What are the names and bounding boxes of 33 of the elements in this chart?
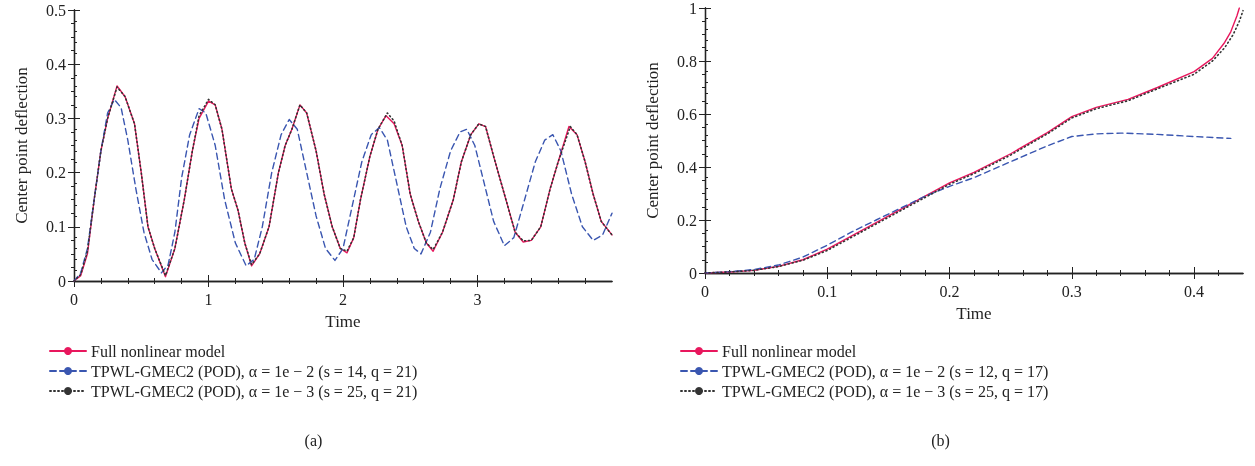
legend-label: Full nonlinear model <box>91 342 226 360</box>
y-tick-label: 0.3 <box>46 109 66 127</box>
y-tick-label: 0.5 <box>46 1 66 19</box>
y-axis-title: Center point deflection <box>12 66 31 224</box>
y-tick-label: 0.4 <box>677 158 697 176</box>
y-tick-label: 0.4 <box>46 55 66 73</box>
x-tick-label: 0 <box>701 282 709 300</box>
text: (b) <box>931 431 950 450</box>
legend-label: TPWL-GMEC2 (POD), α = 1e − 3 (s = 25, q = 17) <box>722 382 1049 401</box>
x-axis-title: Time <box>325 312 361 331</box>
x-tick-label: 0 <box>70 290 78 308</box>
y-tick-label: 1 <box>689 0 697 17</box>
y-tick-label: 0.2 <box>677 211 697 229</box>
x-tick-label: 0.4 <box>1184 282 1205 300</box>
x-tick-label: 3 <box>473 290 482 308</box>
x-axis-title: Time <box>956 304 992 323</box>
x-tick-label: 0.1 <box>817 282 838 300</box>
legend-label: TPWL-GMEC2 (POD), α = 1e − 2 (s = 12, q = 17) <box>722 362 1049 381</box>
line-series <box>704 132 1232 274</box>
y-tick-label: 0 <box>689 264 697 282</box>
x-tick-label: 0.2 <box>939 282 960 300</box>
legend-label: TPWL-GMEC2 (POD), α = 1e − 2 (s = 14, q = 21) <box>91 362 418 381</box>
x-tick-label: 0.3 <box>1061 282 1082 300</box>
x-tick-label: 1 <box>204 290 213 308</box>
y-tick-label: 0.6 <box>677 105 697 123</box>
x-tick-label: 2 <box>339 290 347 308</box>
legend-label: Full nonlinear model <box>722 342 857 360</box>
y-tick-label: 0.2 <box>46 164 66 182</box>
y-tick-label: 0.1 <box>46 218 66 236</box>
y-tick-label: 0.8 <box>677 52 697 70</box>
y-axis-title: Center point deflection <box>643 61 662 219</box>
legend-label: TPWL-GMEC2 (POD), α = 1e − 3 (s = 25, q = 21) <box>91 382 418 401</box>
text: (a) <box>304 431 323 450</box>
